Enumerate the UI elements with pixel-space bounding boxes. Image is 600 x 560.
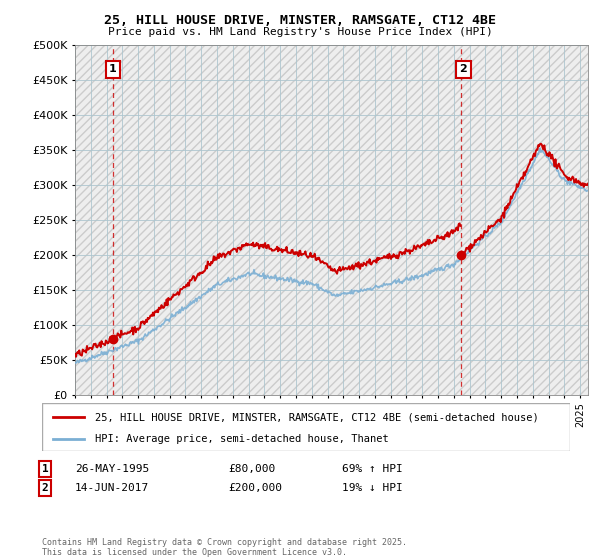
Text: 1: 1 xyxy=(109,64,117,74)
Text: 2: 2 xyxy=(460,64,467,74)
Text: Price paid vs. HM Land Registry's House Price Index (HPI): Price paid vs. HM Land Registry's House … xyxy=(107,27,493,37)
Text: £80,000: £80,000 xyxy=(228,464,275,474)
Text: 2: 2 xyxy=(41,483,49,493)
Text: 14-JUN-2017: 14-JUN-2017 xyxy=(75,483,149,493)
Text: 69% ↑ HPI: 69% ↑ HPI xyxy=(342,464,403,474)
Text: 25, HILL HOUSE DRIVE, MINSTER, RAMSGATE, CT12 4BE: 25, HILL HOUSE DRIVE, MINSTER, RAMSGATE,… xyxy=(104,14,496,27)
Text: 25, HILL HOUSE DRIVE, MINSTER, RAMSGATE, CT12 4BE (semi-detached house): 25, HILL HOUSE DRIVE, MINSTER, RAMSGATE,… xyxy=(95,413,539,422)
Text: £200,000: £200,000 xyxy=(228,483,282,493)
Text: HPI: Average price, semi-detached house, Thanet: HPI: Average price, semi-detached house,… xyxy=(95,434,389,444)
Text: 1: 1 xyxy=(41,464,49,474)
Text: Contains HM Land Registry data © Crown copyright and database right 2025.
This d: Contains HM Land Registry data © Crown c… xyxy=(42,538,407,557)
Text: 26-MAY-1995: 26-MAY-1995 xyxy=(75,464,149,474)
Text: 19% ↓ HPI: 19% ↓ HPI xyxy=(342,483,403,493)
FancyBboxPatch shape xyxy=(42,403,570,451)
